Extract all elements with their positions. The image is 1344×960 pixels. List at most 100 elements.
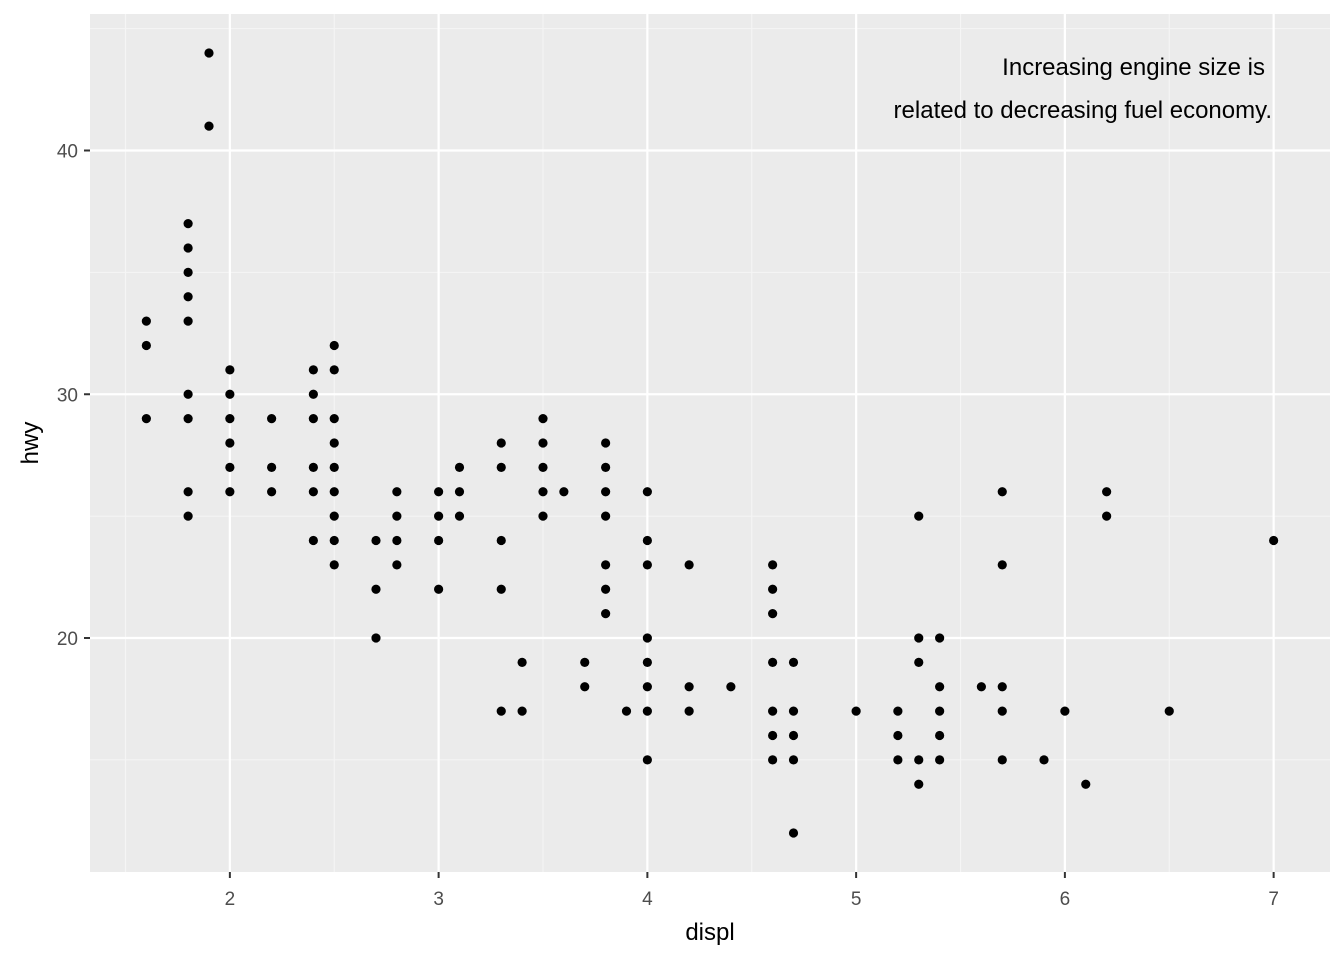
annotation-line-1: Increasing engine size is bbox=[1002, 54, 1265, 81]
scatter-point bbox=[601, 487, 611, 497]
scatter-point bbox=[392, 535, 402, 546]
x-axis-title: displ bbox=[685, 919, 734, 946]
scatter-point bbox=[225, 438, 235, 448]
scatter-point bbox=[183, 316, 193, 326]
scatter-point bbox=[580, 682, 590, 692]
scatter-point bbox=[392, 560, 402, 570]
scatter-point bbox=[371, 633, 381, 643]
major-gridlines bbox=[90, 14, 1330, 872]
scatter-point bbox=[183, 414, 193, 424]
scatter-point bbox=[308, 414, 318, 424]
y-tick-label: 40 bbox=[57, 142, 78, 163]
scatter-point bbox=[935, 730, 945, 741]
scatter-point bbox=[914, 755, 924, 765]
x-tick-label: 7 bbox=[1268, 889, 1279, 910]
scatter-point bbox=[183, 389, 193, 399]
y-tick-label: 20 bbox=[57, 629, 78, 650]
scatter-point bbox=[225, 487, 235, 497]
scatter-point bbox=[642, 633, 652, 643]
scatter-point bbox=[935, 682, 945, 692]
scatter-point bbox=[788, 706, 799, 716]
scatter-point bbox=[329, 535, 339, 546]
scatter-point bbox=[1039, 755, 1049, 765]
scatter-point bbox=[642, 535, 652, 546]
scatter-point bbox=[329, 511, 339, 521]
scatter-point bbox=[935, 706, 945, 716]
scatter-point bbox=[329, 560, 339, 570]
scatter-point bbox=[601, 560, 611, 570]
x-tick-label: 6 bbox=[1060, 889, 1071, 910]
scatter-point bbox=[434, 584, 444, 594]
scatter-point bbox=[183, 219, 193, 229]
scatter-point bbox=[788, 730, 799, 741]
scatter-point bbox=[559, 487, 569, 497]
scatter-point bbox=[308, 462, 318, 472]
scatter-point bbox=[642, 657, 652, 667]
annotation-line-2: related to decreasing fuel economy. bbox=[894, 97, 1272, 124]
scatter-point bbox=[601, 462, 611, 472]
scatter-point bbox=[642, 487, 652, 497]
scatter-point bbox=[642, 706, 652, 716]
x-tick-label: 5 bbox=[851, 889, 862, 910]
scatter-point bbox=[496, 535, 506, 546]
scatter-point bbox=[684, 706, 694, 716]
y-axis: 20 30 40 bbox=[57, 142, 90, 650]
scatter-point bbox=[768, 730, 778, 741]
scatter-point bbox=[141, 414, 151, 424]
scatter-point bbox=[183, 487, 193, 497]
scatter-point bbox=[496, 706, 506, 716]
scatter-point bbox=[225, 462, 235, 472]
scatter-point bbox=[434, 535, 444, 546]
scatter-point bbox=[267, 487, 277, 497]
scatter-point bbox=[329, 340, 339, 351]
scatter-point bbox=[1269, 535, 1279, 546]
scatter-point bbox=[496, 584, 506, 594]
scatter-point bbox=[392, 511, 402, 521]
scatter-point bbox=[997, 682, 1007, 692]
scatter-point bbox=[914, 779, 924, 789]
scatter-point bbox=[538, 438, 548, 448]
scatter-point bbox=[496, 462, 506, 472]
scatter-point bbox=[454, 511, 465, 521]
scatter-point bbox=[893, 730, 903, 741]
scatter-point bbox=[1060, 706, 1070, 716]
scatter-point bbox=[538, 511, 548, 521]
scatter-point bbox=[601, 609, 611, 619]
scatter-point bbox=[329, 365, 339, 375]
scatter-point bbox=[371, 535, 381, 546]
scatter-point bbox=[329, 414, 339, 424]
x-tick-label: 2 bbox=[225, 889, 236, 910]
scatter-point bbox=[392, 487, 402, 497]
scatter-point bbox=[768, 584, 778, 594]
scatter-point bbox=[517, 706, 527, 716]
scatter-point bbox=[183, 267, 193, 277]
scatter-point bbox=[893, 755, 903, 765]
scatter-point bbox=[935, 755, 945, 765]
scatter-point bbox=[1164, 706, 1174, 716]
scatter-point bbox=[517, 657, 527, 667]
scatter-point bbox=[183, 511, 193, 521]
scatter-point bbox=[935, 633, 945, 643]
scatter-point bbox=[684, 560, 694, 570]
chart-annotation: Increasing engine size is related to dec… bbox=[894, 54, 1272, 124]
scatter-point bbox=[308, 535, 318, 546]
scatter-point bbox=[308, 389, 318, 399]
y-tick-label: 30 bbox=[57, 385, 78, 406]
scatter-point bbox=[997, 706, 1007, 716]
scatter-point bbox=[601, 584, 611, 594]
scatter-point bbox=[267, 414, 277, 424]
scatter-point bbox=[204, 121, 214, 131]
scatter-point bbox=[788, 755, 799, 765]
scatter-point bbox=[329, 487, 339, 497]
scatter-point bbox=[914, 633, 924, 643]
scatter-point bbox=[183, 292, 193, 302]
scatter-point bbox=[496, 438, 506, 448]
scatter-point bbox=[642, 755, 652, 765]
scatter-point bbox=[997, 755, 1007, 765]
scatter-point bbox=[434, 487, 444, 497]
scatter-point bbox=[768, 560, 778, 570]
scatter-point bbox=[308, 365, 318, 375]
scatter-point bbox=[204, 48, 214, 58]
scatter-point bbox=[225, 389, 235, 399]
